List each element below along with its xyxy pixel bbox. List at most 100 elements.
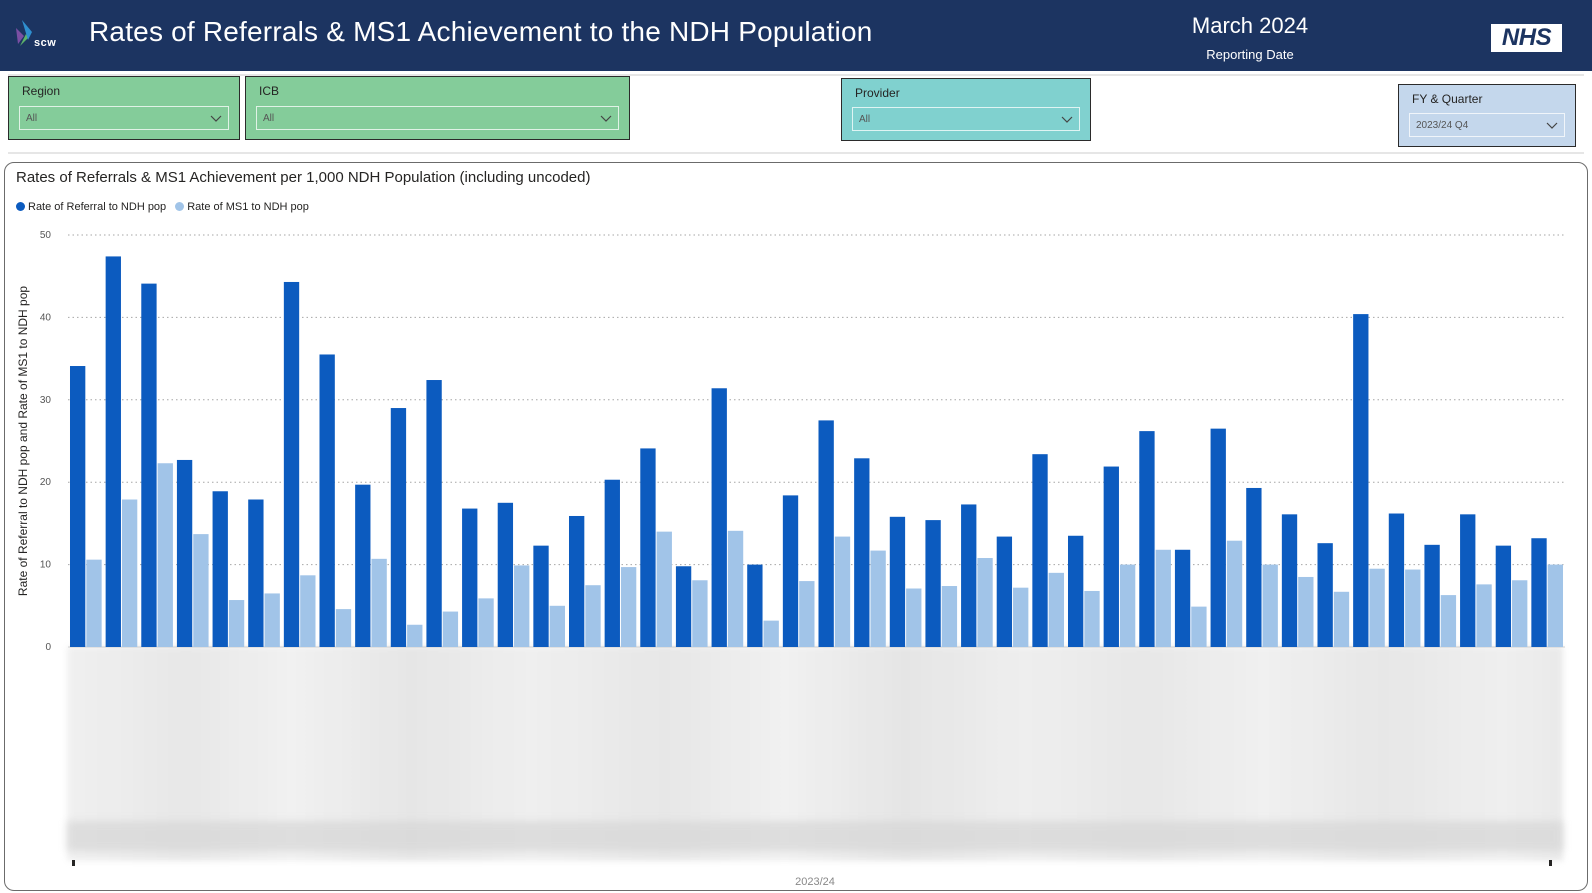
bar-referral: [462, 508, 478, 647]
bar-ms1: [763, 620, 779, 647]
bar-referral: [854, 458, 870, 647]
reporting-date-label: Reporting Date: [1206, 47, 1294, 62]
bar-referral: [105, 256, 121, 647]
y-tick-label: 20: [40, 477, 52, 488]
bar-ms1: [371, 558, 387, 647]
bar-ms1: [1191, 606, 1207, 647]
bar-referral: [1246, 487, 1262, 647]
legend-item-ms1[interactable]: Rate of MS1 to NDH pop: [175, 201, 309, 213]
bar-referral: [1032, 454, 1048, 647]
bar-ms1: [1333, 591, 1350, 647]
bar-ms1: [121, 499, 138, 647]
bar-referral: [248, 499, 264, 647]
bar-ms1: [1369, 568, 1385, 647]
bar-referral: [640, 448, 656, 647]
bar-referral: [1067, 535, 1084, 647]
bar-referral: [961, 504, 977, 647]
bar-ms1: [870, 550, 886, 647]
legend-label-ms1: Rate of MS1 to NDH pop: [187, 201, 309, 213]
region-dropdown-value: All: [26, 113, 38, 124]
fy-quarter-dropdown-value: 2023/24 Q4: [1416, 120, 1469, 131]
bar-referral: [604, 479, 620, 647]
y-axis-title: Rate of Referral to NDH pop and Rate of …: [16, 286, 30, 596]
bar-ms1: [1547, 564, 1564, 647]
scw-logo-text: scw: [34, 37, 57, 49]
bar-referral: [1460, 514, 1476, 647]
bar-referral: [711, 388, 727, 647]
bar-referral: [355, 484, 371, 647]
chart-title: Rates of Referrals & MS1 Achievement per…: [16, 169, 591, 186]
fy-quarter-slicer-label: FY & Quarter: [1412, 92, 1483, 106]
nhs-logo-text: NHS: [1501, 24, 1552, 51]
provider-dropdown[interactable]: All: [852, 107, 1080, 131]
y-tick-label: 50: [40, 230, 52, 241]
bar-ms1: [300, 575, 316, 647]
bar-ms1: [1155, 549, 1171, 647]
bar-ms1: [264, 593, 280, 647]
bar-ms1: [514, 565, 530, 647]
nhs-logo: NHS: [1491, 24, 1562, 52]
bar-ms1: [478, 598, 494, 647]
bar-referral: [1353, 314, 1369, 647]
bar-ms1: [1262, 564, 1278, 647]
reporting-date-value: March 2024: [1191, 13, 1309, 38]
bar-ms1: [656, 531, 672, 647]
fy-quarter-dropdown[interactable]: 2023/24 Q4: [1409, 113, 1565, 137]
icb-dropdown[interactable]: All: [256, 106, 619, 130]
chevron-down-icon: [600, 115, 612, 122]
region-dropdown[interactable]: All: [19, 106, 229, 130]
icb-slicer-label: ICB: [259, 84, 280, 98]
bar-ms1: [1084, 590, 1100, 647]
bar-ms1: [906, 588, 922, 647]
bar-referral: [996, 536, 1013, 647]
bar-referral: [176, 459, 193, 647]
bar-referral: [69, 366, 86, 647]
bar-referral: [568, 515, 585, 647]
bar-referral: [1281, 514, 1298, 647]
x-axis-group-labels-redacted: [67, 821, 1563, 851]
bar-referral: [925, 520, 941, 647]
x-axis-footer-label: 2023/24: [795, 876, 835, 888]
region-slicer: Region All: [8, 76, 240, 140]
bar-ms1: [1298, 576, 1314, 647]
bar-referral: [1388, 513, 1405, 647]
bar-ms1: [727, 530, 744, 647]
provider-slicer: Provider All: [841, 78, 1091, 141]
bar-referral: [497, 502, 514, 647]
bar-referral: [1174, 549, 1191, 647]
bar-referral: [1495, 545, 1512, 647]
legend-dot-ms1: [175, 202, 185, 211]
bar-ms1: [335, 609, 352, 647]
bar-referral: [319, 354, 335, 647]
bar-ms1: [1013, 587, 1029, 647]
bar-ms1: [620, 567, 637, 647]
bar-referral: [283, 281, 300, 647]
bar-ms1: [407, 624, 423, 647]
bar-ms1: [834, 536, 851, 647]
legend-dot-referral: [16, 202, 25, 211]
fy-quarter-slicer: FY & Quarter 2023/24 Q4: [1398, 84, 1576, 147]
header-bar: scw Rates of Referrals & MS1 Achievement…: [0, 0, 1592, 71]
bar-ms1: [941, 586, 958, 647]
legend-item-referral[interactable]: Rate of Referral to NDH pop: [16, 201, 166, 213]
bar-ms1: [157, 463, 173, 647]
bar-referral: [533, 545, 549, 647]
y-tick-label: 10: [40, 560, 52, 571]
bar-referral: [1424, 544, 1440, 647]
region-slicer-label: Region: [22, 84, 61, 98]
bar-ms1: [692, 580, 708, 647]
bar-ms1: [442, 611, 459, 647]
chevron-down-icon: [1061, 116, 1073, 123]
bar-referral: [212, 491, 228, 647]
filter-divider: [8, 152, 1584, 154]
bar-ms1: [549, 605, 566, 647]
chevron-down-icon: [1546, 122, 1558, 129]
bar-referral: [675, 566, 692, 647]
scw-logo-icon: [16, 18, 32, 46]
bar-ms1: [193, 534, 209, 647]
bar-referral: [1139, 431, 1155, 647]
chevron-down-icon: [210, 115, 222, 122]
icb-slicer: ICB All: [245, 76, 630, 140]
bar-ms1: [86, 559, 102, 647]
